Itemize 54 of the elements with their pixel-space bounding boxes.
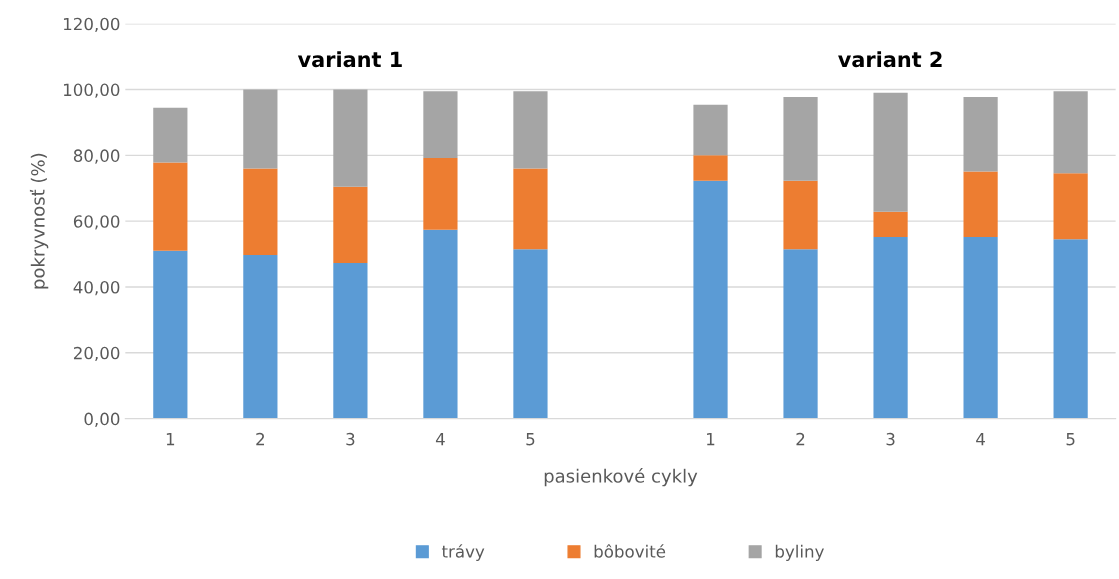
bar <box>1053 91 1088 174</box>
x-axis-title: pasienkové cykly <box>544 468 698 487</box>
x-tick-label: 4 <box>976 433 985 446</box>
bar <box>423 91 458 158</box>
y-tick-label: 20,00 <box>73 346 120 362</box>
annotation: variant 1 <box>297 51 402 68</box>
bar <box>423 158 458 230</box>
bar <box>963 236 998 419</box>
y-tick-label: 100,00 <box>63 83 120 98</box>
bar <box>963 97 998 172</box>
bar <box>783 180 818 250</box>
x-tick-label: 5 <box>1066 433 1075 446</box>
x-tick-label: 2 <box>796 432 805 446</box>
y-tick-label: 120,00 <box>63 17 120 33</box>
bar <box>873 236 908 419</box>
bar <box>333 262 368 419</box>
bar <box>243 168 278 256</box>
bar <box>693 104 728 156</box>
bar <box>693 155 728 181</box>
bar <box>153 107 188 163</box>
bar <box>153 162 188 251</box>
bar <box>873 92 908 212</box>
x-tick-label: 2 <box>256 432 264 446</box>
bar <box>783 249 818 419</box>
bar <box>153 250 188 419</box>
x-tick-label: 1 <box>166 433 175 446</box>
legend-label: trávy <box>441 544 485 561</box>
y-tick-label: 0,00 <box>84 412 120 427</box>
y-tick-label: 80,00 <box>73 149 120 164</box>
x-tick-label: 3 <box>886 432 895 446</box>
legend-label: byliny <box>775 544 824 561</box>
bar <box>783 97 818 181</box>
x-tick-label: 3 <box>346 432 355 446</box>
bar <box>963 171 998 237</box>
y-axis-title: pokryvnosť (%) <box>29 153 49 289</box>
bar <box>513 91 548 169</box>
bar <box>513 249 548 419</box>
y-tick-label: 60,00 <box>73 215 120 230</box>
y-tick-label: 40,00 <box>73 280 120 296</box>
x-tick-label: 4 <box>435 433 445 446</box>
bar <box>333 89 368 187</box>
bar <box>513 168 548 250</box>
annotation: variant 2 <box>838 51 942 68</box>
bar <box>243 89 278 169</box>
bar <box>693 180 728 419</box>
bar <box>1053 239 1088 419</box>
legend-label: bôbovité <box>594 544 666 558</box>
x-tick-label: 1 <box>707 433 715 446</box>
bar <box>873 211 908 237</box>
bar <box>1053 173 1088 240</box>
bar <box>423 229 458 419</box>
bar <box>333 186 368 263</box>
bar <box>243 255 278 419</box>
x-tick-label: 5 <box>526 433 535 446</box>
